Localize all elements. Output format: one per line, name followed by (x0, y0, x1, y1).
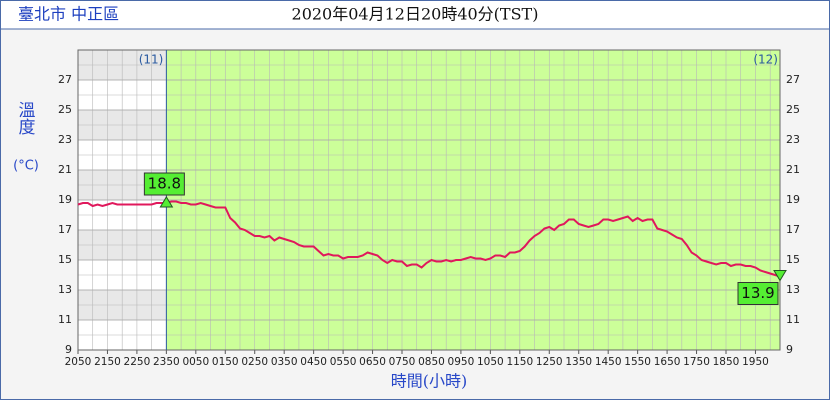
y-tick-label-right: 15 (786, 253, 800, 266)
y-tick-label: 13 (58, 283, 72, 296)
x-tick-label: 0950 (448, 356, 475, 368)
header (1, 1, 829, 29)
x-tick-label: 1750 (683, 356, 710, 368)
location: 臺北市 中正區 (18, 5, 119, 24)
y-tick-label: 11 (58, 313, 72, 326)
x-tick-label: 0750 (389, 356, 416, 368)
y-tick-label: 17 (58, 223, 72, 236)
y-tick-label: 19 (58, 193, 72, 206)
x-tick-label: 1650 (654, 356, 681, 368)
y-tick-label: 23 (58, 133, 72, 146)
annotation-label: 13.9 (741, 284, 774, 302)
x-tick-label: 0350 (271, 356, 298, 368)
x-tick-label: 0850 (418, 356, 445, 368)
x-tick-label: 0550 (330, 356, 357, 368)
y-tick-label: 25 (58, 103, 72, 116)
y-tick-label: 9 (65, 343, 72, 356)
annotation-label: 18.8 (148, 175, 181, 193)
x-tick-label: 2350 (153, 356, 180, 368)
x-tick-label: 2150 (94, 356, 121, 368)
x-tick-label: 0650 (359, 356, 386, 368)
y-tick-label: 15 (58, 253, 72, 266)
x-tick-label: 0050 (182, 356, 209, 368)
y-tick-label-right: 11 (786, 313, 800, 326)
y-tick-label-right: 25 (786, 103, 800, 116)
y-tick-label-right: 21 (786, 163, 800, 176)
x-tick-label: 1050 (477, 356, 504, 368)
x-tick-label: 1250 (536, 356, 563, 368)
marker (159, 196, 174, 208)
annotation-box (737, 282, 779, 305)
y-tick-label-right: 27 (786, 73, 800, 86)
x-axis-label: 時間(小時) (391, 372, 468, 391)
annotation-box (143, 172, 185, 196)
line-series (77, 200, 781, 278)
y-tick-label: 21 (58, 163, 72, 176)
y-tick-label-right: 23 (786, 133, 800, 146)
y-tick-label-right: 9 (786, 343, 793, 356)
day-label: (12) (753, 53, 778, 67)
plot-border (77, 49, 781, 351)
x-tick-label: 1950 (742, 356, 769, 368)
x-tick-label: 2050 (65, 356, 92, 368)
y-axis-label: 溫度 (15, 101, 36, 135)
x-tick-label: 1150 (506, 356, 533, 368)
y-tick-label-right: 17 (786, 223, 800, 236)
x-tick-label: 2250 (124, 356, 151, 368)
marker (773, 270, 787, 282)
day-label: (11) (139, 53, 164, 67)
x-tick-label: 1850 (713, 356, 740, 368)
x-tick-label: 0450 (300, 356, 327, 368)
y-tick-label-right: 19 (786, 193, 800, 206)
x-tick-label: 1550 (624, 356, 651, 368)
x-tick-label: 1350 (565, 356, 592, 368)
chart-title: 2020年04月12日20時40分(TST) (292, 5, 539, 24)
y-tick-label: 27 (58, 73, 72, 86)
x-tick-label: 0250 (241, 356, 268, 368)
x-tick-label: 0150 (212, 356, 239, 368)
y-tick-label-right: 13 (786, 283, 800, 296)
x-tick-label: 1450 (595, 356, 622, 368)
y-axis-unit: (°C) (13, 159, 39, 174)
